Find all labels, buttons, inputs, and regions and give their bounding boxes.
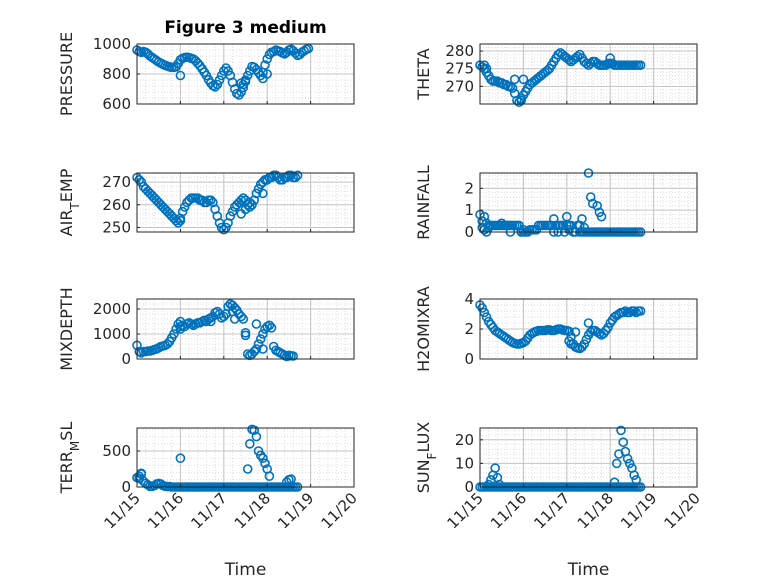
y-tick-label: 10 bbox=[455, 454, 474, 472]
chart-title: Figure 3 medium bbox=[164, 18, 326, 38]
x-axis-label-right: Time bbox=[567, 560, 610, 580]
y-tick-label: 2 bbox=[464, 179, 474, 197]
y-axis-label: THETA bbox=[414, 48, 433, 100]
plot-area bbox=[480, 44, 697, 104]
y-tick-label: 1 bbox=[464, 201, 474, 219]
figure: 6008001000PRESSUREFigure 3 medium2702752… bbox=[0, 0, 778, 583]
y-axis-label: PRESSURE bbox=[57, 32, 76, 116]
y-tick-label: 270 bbox=[445, 77, 474, 95]
y-axis-label: MIXDEPTH bbox=[57, 287, 76, 370]
y-tick-label: 270 bbox=[102, 173, 131, 191]
y-tick-label: 275 bbox=[445, 60, 474, 78]
y-axis-label: H2OMIXRA bbox=[414, 286, 433, 372]
y-tick-label: 250 bbox=[102, 218, 131, 236]
y-tick-label: 280 bbox=[445, 42, 474, 60]
y-tick-label: 260 bbox=[102, 196, 131, 214]
y-tick-label: 2000 bbox=[93, 300, 131, 318]
y-tick-label: 0 bbox=[464, 350, 474, 368]
x-axis-label-left: Time bbox=[224, 560, 267, 580]
y-tick-label: 2 bbox=[464, 320, 474, 338]
y-tick-label: 500 bbox=[102, 442, 131, 460]
plot-area bbox=[480, 428, 697, 487]
y-tick-label: 800 bbox=[102, 65, 131, 83]
y-axis-label: RAINFALL bbox=[414, 165, 433, 240]
y-tick-label: 0 bbox=[464, 223, 474, 241]
y-tick-label: 20 bbox=[455, 431, 474, 449]
y-tick-label: 1000 bbox=[93, 35, 131, 53]
y-tick-label: 600 bbox=[102, 95, 131, 113]
y-tick-label: 0 bbox=[121, 350, 131, 368]
y-tick-label: 1000 bbox=[93, 325, 131, 343]
y-tick-label: 4 bbox=[464, 290, 474, 308]
subplot-3: 250260270AIRTEMP bbox=[57, 168, 354, 236]
